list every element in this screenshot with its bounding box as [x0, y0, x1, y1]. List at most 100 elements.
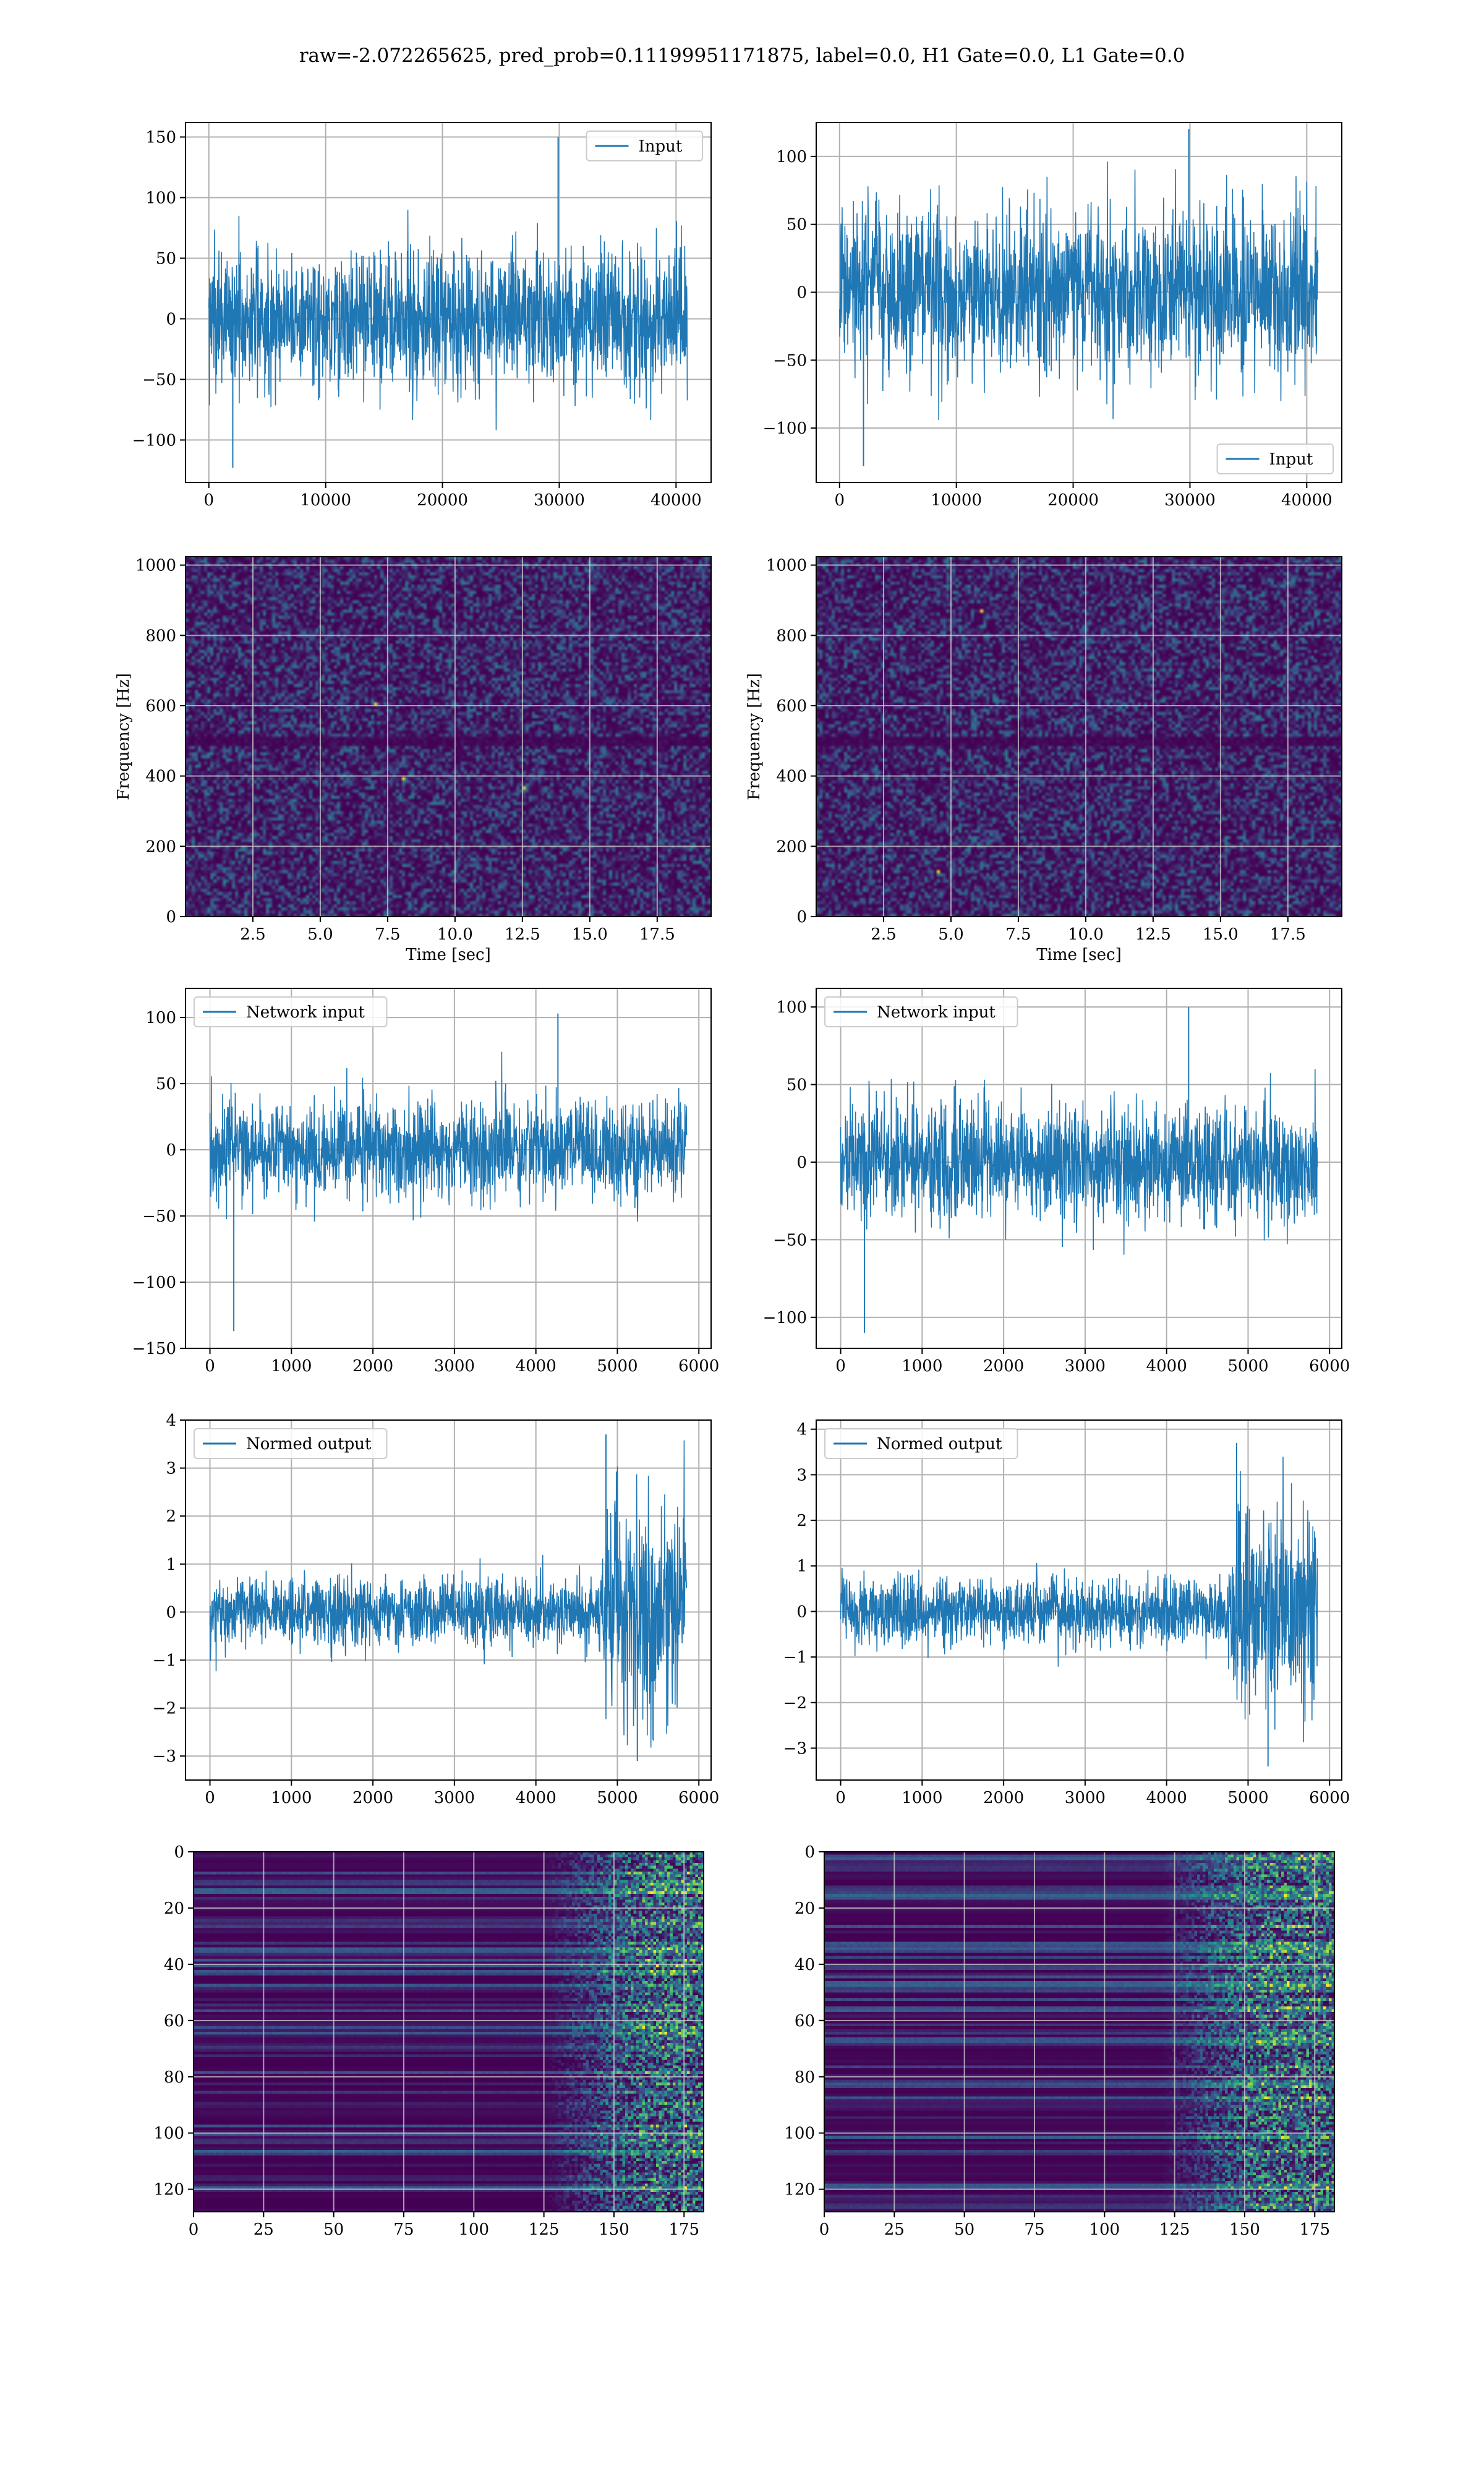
x-tick-label: 3000 — [434, 1789, 475, 1807]
y-tick-label: 100 — [145, 1009, 176, 1027]
y-tick-label: 60 — [164, 2012, 184, 2031]
y-tick-label: −100 — [763, 419, 807, 438]
legend: Normed output — [194, 1428, 388, 1459]
axes-frame — [816, 988, 1342, 1349]
x-tick-label: 125 — [529, 2220, 560, 2239]
y-tick-label: −150 — [132, 1340, 176, 1358]
legend-box — [1216, 443, 1334, 474]
x-tick-label: 5000 — [597, 1357, 638, 1376]
x-tick-label: 2000 — [983, 1357, 1024, 1376]
x-tick-label: 30000 — [1164, 491, 1216, 510]
panel-spectrogram-h1: 2.5 5.0 7.5 10.0 12.5 15.0 17.5 0 200 400 600 800 10… — [114, 556, 712, 964]
panel-feature-map-l1: 0 25 50 75 100 125 150 175 0 20 40 60 80 100 120 — [784, 1843, 1335, 2239]
y-tick-label: 40 — [795, 1956, 815, 1974]
panel-spectrogram-l1: 2.5 5.0 7.5 10.0 12.5 15.0 17.5 0 200 400 600 800 10… — [745, 556, 1342, 964]
x-tick-label: 1000 — [902, 1357, 942, 1376]
y-tick-label: 80 — [164, 2068, 184, 2087]
y-tick-label: 150 — [145, 129, 176, 147]
y-tick-label: 50 — [787, 216, 807, 234]
y-tick-label: 4 — [796, 1421, 807, 1439]
y-tick-label: 80 — [795, 2068, 815, 2087]
figure-suptitle: raw=-2.072265625, pred_prob=0.1119995117… — [299, 45, 1185, 67]
y-tick-label: 4 — [166, 1411, 176, 1430]
y-tick-label: −100 — [132, 1273, 176, 1292]
legend: Input — [586, 131, 703, 161]
x-tick-label: 4000 — [516, 1789, 556, 1807]
y-tick-label: 0 — [796, 1603, 807, 1621]
x-tick-label: 4000 — [1146, 1357, 1187, 1376]
x-axis-label: Time [sec] — [1036, 946, 1122, 964]
y-tick-label: 100 — [145, 189, 176, 207]
x-tick-label: 75 — [1024, 2220, 1044, 2239]
y-tick-label: 0 — [166, 1141, 176, 1160]
x-tick-label: 0 — [204, 491, 215, 510]
y-tick-label: −50 — [773, 351, 807, 370]
y-tick-label: 0 — [804, 1843, 815, 1862]
x-tick-label: 0 — [835, 491, 845, 510]
axes-frame — [816, 556, 1342, 917]
x-tick-label: 50 — [323, 2220, 344, 2239]
x-tick-label: 3000 — [1065, 1789, 1106, 1807]
legend: Network input — [194, 996, 388, 1027]
feature-map-image — [194, 1852, 704, 2212]
series-line-normed-output-l1 — [840, 1457, 1318, 1743]
x-tick-label: 12.5 — [505, 925, 540, 944]
axes-frame — [185, 988, 712, 1349]
x-tick-label: 0 — [189, 2220, 199, 2239]
legend: Normed output — [824, 1428, 1018, 1459]
legend-box — [194, 1428, 388, 1459]
y-tick-label: 600 — [776, 697, 807, 716]
series-line-network-input-h1 — [209, 1051, 688, 1222]
x-tick-label: 2.5 — [240, 925, 265, 944]
x-axis-label: Time [sec] — [406, 946, 491, 964]
x-tick-label: 20000 — [417, 491, 468, 510]
x-tick-label: 6000 — [1309, 1789, 1350, 1807]
x-tick-label: 0 — [835, 1357, 846, 1376]
y-tick-label: −50 — [773, 1231, 807, 1249]
axes-frame — [185, 556, 712, 917]
x-tick-label: 10000 — [931, 491, 982, 510]
x-tick-label: 0 — [835, 1789, 846, 1807]
legend-label: Input — [639, 137, 683, 156]
panel-feature-map-h1: 0 25 50 75 100 125 150 175 0 20 40 60 80 100 120 — [153, 1843, 704, 2239]
x-tick-label: 25 — [254, 2220, 274, 2239]
x-tick-label: 1000 — [271, 1357, 312, 1376]
x-tick-label: 20000 — [1047, 491, 1099, 510]
legend-label: Normed output — [246, 1435, 372, 1453]
y-tick-label: −2 — [783, 1694, 807, 1713]
x-tick-label: 4000 — [516, 1357, 556, 1376]
x-tick-label: 6000 — [1309, 1357, 1350, 1376]
legend-box — [194, 996, 388, 1027]
panel-input-l1: 0 10000 20000 30000 40000 −100 −50 0 50 100 Input — [763, 122, 1342, 510]
x-tick-label: 15.0 — [572, 925, 608, 944]
y-tick-label: −100 — [763, 1309, 807, 1327]
x-tick-label: 10.0 — [1068, 925, 1104, 944]
x-tick-label: 2000 — [352, 1789, 393, 1807]
panel-network-input-h1: 0 1000 2000 3000 4000 5000 6000 −150 −100 −50 0 50 1… — [132, 988, 719, 1376]
legend-label: Network input — [246, 1003, 365, 1022]
y-tick-label: −100 — [132, 431, 176, 450]
axes-frame — [816, 1419, 1342, 1781]
x-tick-label: 75 — [393, 2220, 414, 2239]
y-tick-label: 50 — [787, 1076, 807, 1095]
x-tick-label: 175 — [1299, 2220, 1330, 2239]
x-tick-label: 5.0 — [938, 925, 963, 944]
panel-normed-output-h1: 0 1000 2000 3000 4000 5000 6000 −3 −2 −1 0 1 2 3 4 Norm… — [153, 1411, 720, 1807]
panel-input-h1: 0 10000 20000 30000 40000 −100 −50 0 50 100 150 Inp… — [132, 122, 712, 510]
x-tick-label: 5000 — [1227, 1357, 1268, 1376]
y-tick-label: 0 — [796, 1154, 807, 1172]
y-tick-label: −3 — [153, 1747, 176, 1766]
y-axis-label: Frequency [Hz] — [114, 673, 133, 800]
x-tick-label: 2000 — [983, 1789, 1024, 1807]
series-line-input-l1 — [839, 161, 1319, 421]
x-tick-label: 12.5 — [1135, 925, 1171, 944]
x-tick-label: 5000 — [597, 1789, 638, 1807]
axes-frame — [185, 1419, 712, 1781]
x-tick-label: 6000 — [678, 1789, 719, 1807]
x-tick-label: 150 — [599, 2220, 629, 2239]
panel-normed-output-l1: 0 1000 2000 3000 4000 5000 6000 −3 −2 −1 0 1 2 3 4 Norm… — [783, 1419, 1350, 1807]
y-tick-label: 0 — [796, 284, 807, 302]
y-tick-label: 60 — [795, 2012, 815, 2031]
y-tick-label: 200 — [145, 837, 176, 856]
